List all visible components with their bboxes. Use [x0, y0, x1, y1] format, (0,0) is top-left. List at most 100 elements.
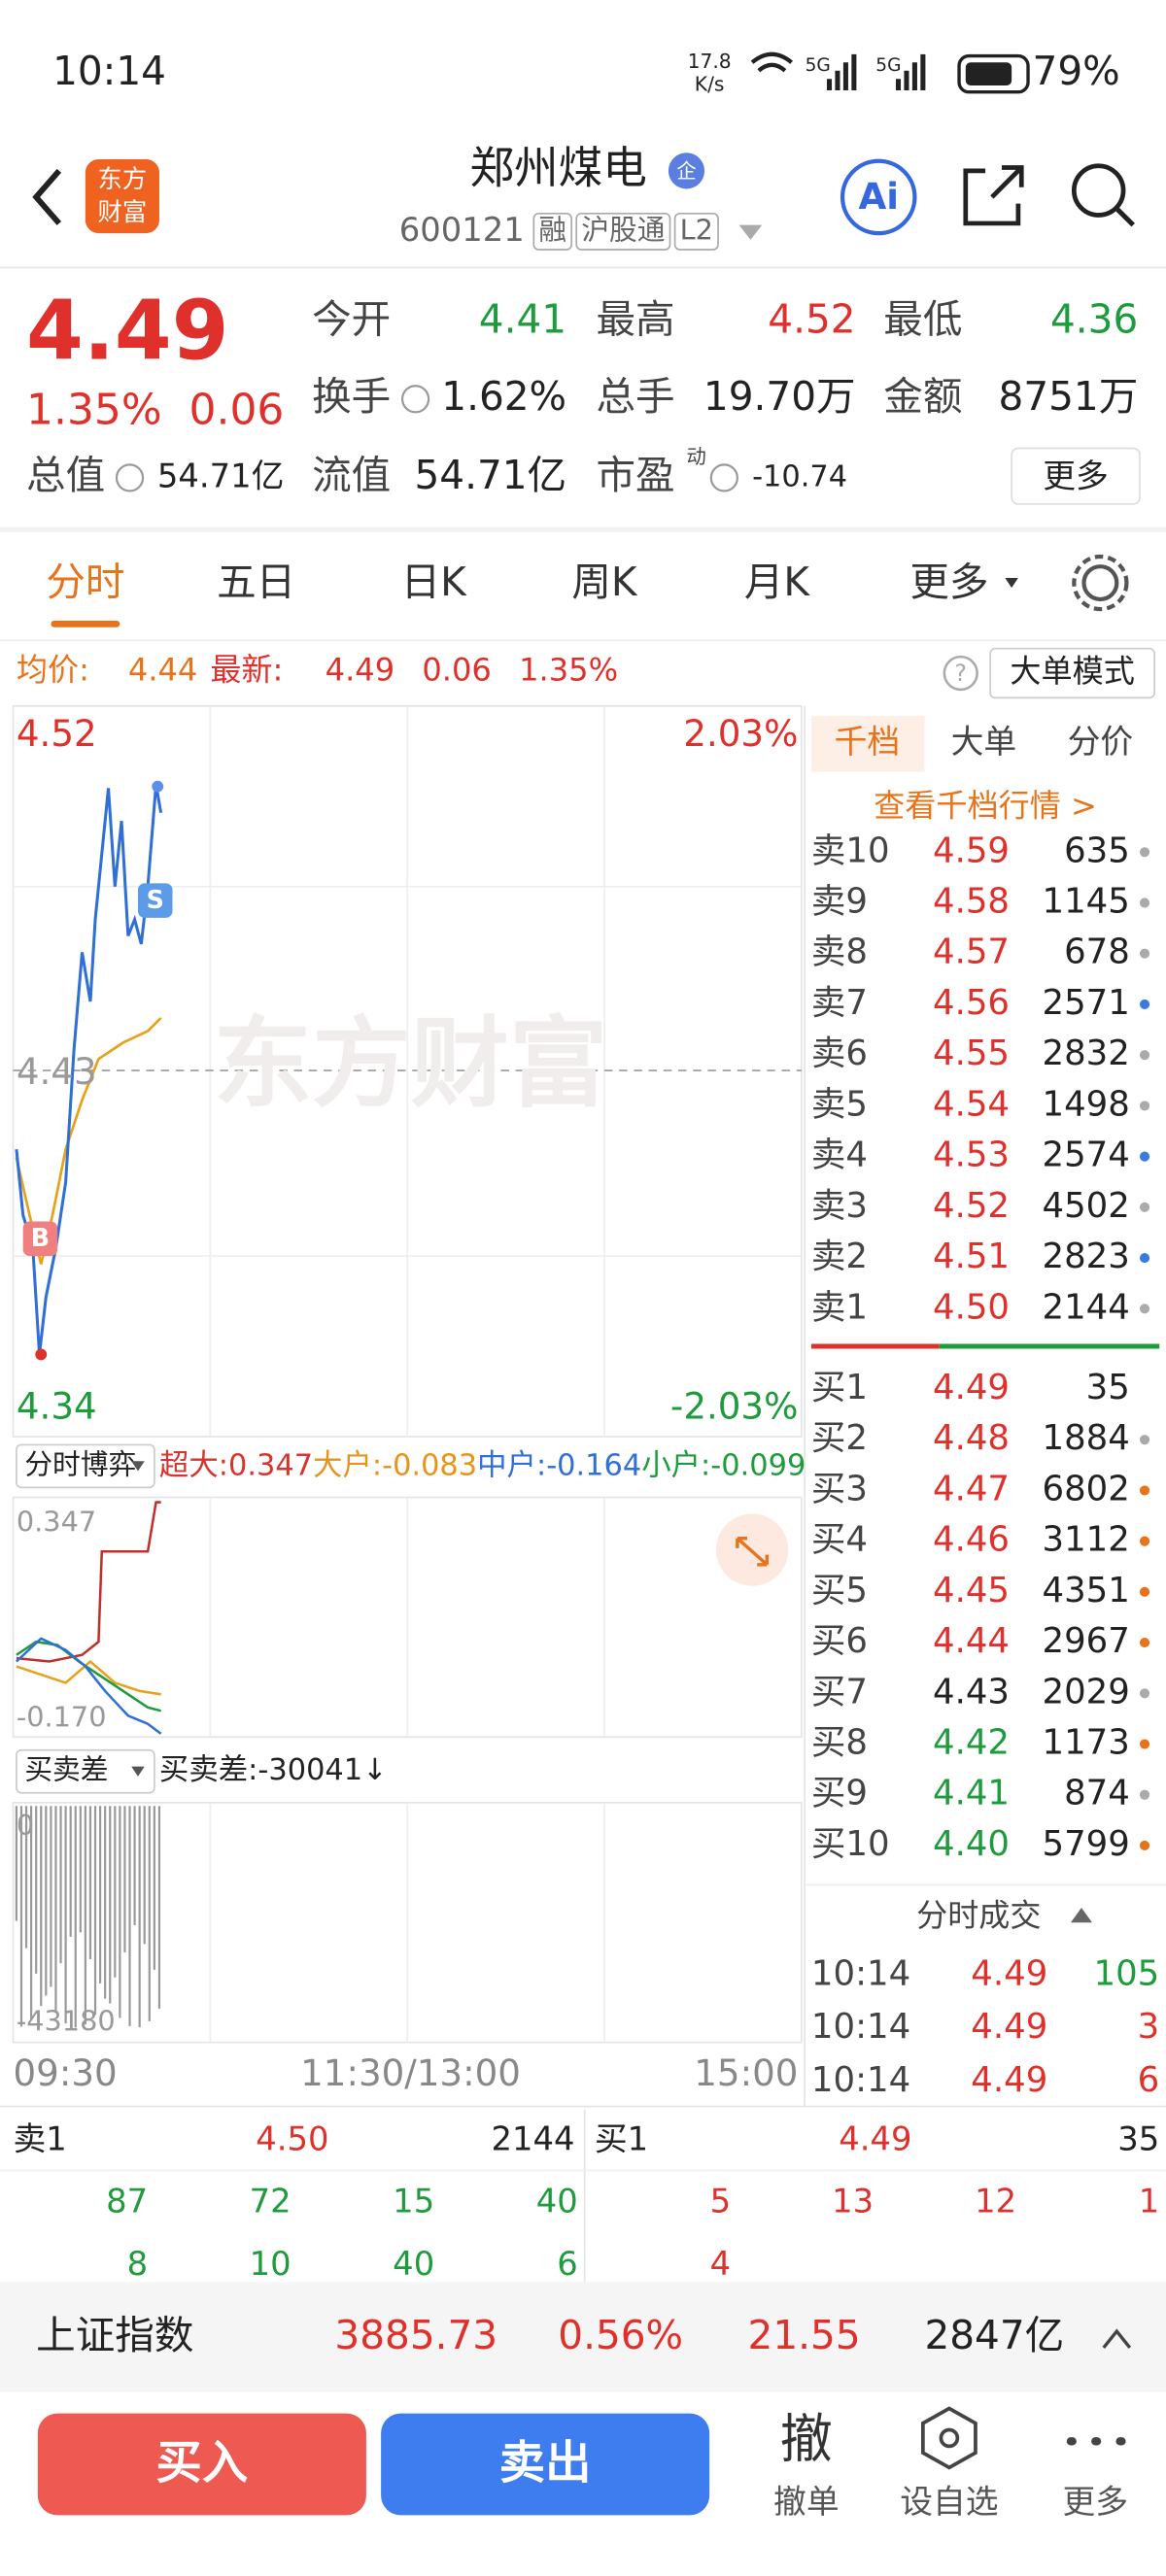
trade-volume: 105	[1094, 1953, 1160, 1993]
price-bottom: 4.34	[17, 1385, 97, 1428]
field-value: 8751万	[999, 373, 1139, 420]
field-value: 4.52	[768, 295, 855, 342]
book-dot	[1139, 1485, 1150, 1496]
search-handle	[1115, 206, 1135, 227]
settings-button[interactable]	[1081, 564, 1119, 602]
pct-bottom: -2.03%	[670, 1385, 799, 1428]
mode-button[interactable]	[989, 647, 1156, 699]
book-volume: 1173	[1043, 1723, 1130, 1763]
field-label: 金额	[883, 373, 962, 420]
more-label[interactable]: 更多	[1063, 2483, 1129, 2521]
tab[interactable]: 月K	[744, 559, 811, 605]
buy-button[interactable]	[37, 2413, 366, 2516]
book-volume: 2029	[1043, 1672, 1130, 1712]
tab[interactable]: 分时	[46, 559, 124, 605]
book-dot	[1139, 847, 1150, 858]
cancel-label[interactable]: 撤单	[773, 2483, 840, 2521]
watch-icon[interactable]	[921, 2406, 977, 2470]
mode-label[interactable]: 大单模式	[1010, 653, 1134, 690]
queue-price: 4.49	[839, 2120, 911, 2158]
buy-label[interactable]: 买入	[156, 2437, 249, 2491]
signal	[826, 53, 926, 91]
book-price: 4.53	[933, 1135, 1010, 1175]
cancel-icon[interactable]: 撤	[780, 2409, 833, 2470]
field-sup: 动	[686, 445, 705, 468]
ai-button[interactable]	[840, 158, 917, 236]
field-label: 最低	[883, 295, 962, 342]
wifi	[750, 51, 793, 73]
book-price: 4.42	[933, 1723, 1010, 1763]
sell-button[interactable]	[381, 2413, 710, 2516]
book-price: 4.40	[933, 1824, 1010, 1864]
gear-teeth	[1072, 554, 1129, 612]
queue-order: 13	[832, 2183, 874, 2220]
field-label: 今开	[312, 295, 391, 342]
grid	[209, 1802, 605, 2043]
watermark: 东方财富	[214, 1006, 608, 1121]
battery-level-text: 79%	[1033, 48, 1120, 94]
more-button[interactable]	[1011, 447, 1141, 505]
price-line	[15, 784, 163, 1355]
book-volume: 1884	[1043, 1418, 1130, 1458]
book-volume: 2144	[1043, 1287, 1130, 1327]
buy-marker-bg	[22, 1221, 58, 1257]
trade-price: 4.49	[971, 2060, 1047, 2100]
tab[interactable]: 五日	[217, 559, 295, 605]
selector[interactable]	[16, 1443, 155, 1489]
clock: 10:14	[52, 48, 166, 94]
queue-price: 4.50	[256, 2120, 328, 2158]
book-volume: 635	[1064, 830, 1130, 870]
book-label: 买9	[811, 1774, 868, 1813]
book-label: 买1	[811, 1368, 868, 1407]
tab[interactable]: 更多	[909, 559, 988, 605]
caret	[131, 1766, 145, 1777]
book-dot	[1139, 1435, 1150, 1445]
book-tab[interactable]: 大单	[951, 723, 1017, 761]
index-name: 上证指数	[36, 2312, 193, 2358]
field-value: 1.62%	[441, 373, 566, 420]
flow-label: 超大:	[159, 1448, 228, 1482]
tab[interactable]: 周K	[571, 559, 638, 605]
book-dot	[1139, 1739, 1150, 1749]
book-link[interactable]: 查看千档行情 >	[874, 788, 1097, 825]
info-latest: 4.49	[326, 651, 395, 688]
help-icon[interactable]	[943, 655, 978, 692]
book-label: 卖7	[811, 983, 868, 1023]
network: 5G	[875, 55, 901, 76]
watch-label[interactable]: 设自选	[900, 2483, 998, 2521]
tab[interactable]: 日K	[401, 559, 468, 605]
book-price: 4.56	[933, 983, 1010, 1023]
search-button[interactable]	[1071, 163, 1126, 218]
book-tab[interactable]: 分价	[1068, 723, 1134, 761]
back-button[interactable]	[32, 168, 62, 225]
net-speed: 17.8	[688, 50, 732, 73]
share-button[interactable]	[963, 165, 1024, 226]
battery	[957, 53, 1030, 94]
book-dot	[1139, 1304, 1150, 1314]
queue-order: 40	[536, 2183, 578, 2220]
badge: 企	[676, 159, 696, 183]
change: 0.06	[189, 385, 285, 434]
book-dot	[1139, 1151, 1150, 1162]
x-label: 15:00	[694, 2051, 798, 2094]
book-price: 4.47	[933, 1469, 1010, 1508]
axis-label: -43180	[17, 2004, 116, 2037]
queue-order: 1	[1139, 2183, 1160, 2220]
selector[interactable]	[16, 1748, 155, 1794]
book-tab[interactable]: 千档	[835, 723, 901, 761]
dropdown[interactable]	[738, 224, 763, 240]
last-price: 4.49	[26, 284, 228, 379]
sell-marker-bg	[137, 883, 173, 918]
book-label: 卖3	[811, 1186, 868, 1226]
field-value: 4.41	[479, 295, 566, 342]
queue-order: 6	[557, 2245, 578, 2283]
book-volume: 35	[1086, 1368, 1130, 1407]
ai-label[interactable]: Ai	[858, 175, 899, 218]
tag-border	[575, 212, 671, 251]
more-label[interactable]: 更多	[1043, 457, 1109, 494]
collapse[interactable]	[1070, 1908, 1092, 1923]
index-amount: 2847亿	[924, 2312, 1064, 2358]
index-bar[interactable]	[0, 2282, 1166, 2392]
sell-label[interactable]: 卖出	[499, 2437, 592, 2491]
